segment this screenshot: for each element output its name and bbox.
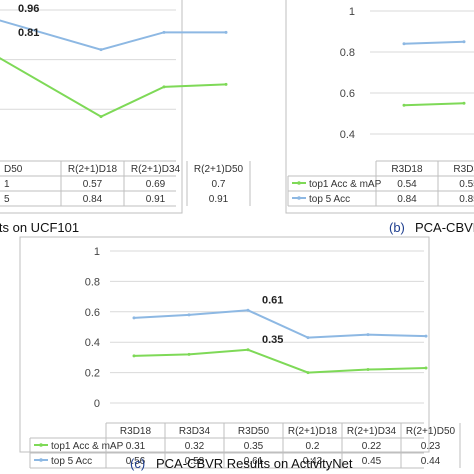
legend-label: top 5 Acc — [309, 194, 350, 205]
caption-text: PCA-CBVR — [415, 220, 474, 235]
data-point — [462, 101, 466, 105]
y-tick-label: 0.8 — [340, 47, 355, 59]
legend-label: top 5 Acc — [51, 456, 92, 467]
caption-label: (b) — [389, 220, 405, 235]
table-cell: 0.35 — [244, 441, 264, 452]
data-annotation: 0.35 — [262, 334, 283, 346]
data-point — [162, 30, 166, 34]
table-cell: 1 — [4, 179, 10, 190]
y-tick-label: 1 — [94, 246, 100, 258]
table-header-cell: R(2+1)D34 — [347, 426, 397, 437]
legend-marker — [297, 196, 301, 200]
table-cell: 0.54 — [397, 179, 417, 190]
data-point — [306, 336, 310, 340]
data-annotation: 0.81 — [18, 27, 39, 39]
legend-label: top1 Acc & mAP — [309, 179, 382, 190]
chart-panel-a: 0.96 0.81 D50 R(2+1)D18 R(2+1)D34 R(2+1)D50 1 0… — [0, 0, 251, 235]
y-tick-label: 0.4 — [85, 337, 100, 349]
y-tick-label: 0 — [94, 398, 100, 410]
table-header-cell: R(2+1)D50 — [194, 164, 244, 175]
table-cell: 0.91 — [209, 194, 229, 205]
table-cell: 0.85 — [459, 194, 474, 205]
caption-text: PCA-CBVR Results on ActivityNet — [156, 456, 353, 471]
table-header-cell: R3D18 — [120, 426, 152, 437]
table-header-cell: R(2+1)D18 — [288, 426, 338, 437]
table-cell: 0.31 — [126, 441, 146, 452]
series-line-1 — [133, 309, 427, 339]
series-line-0 — [0, 57, 227, 118]
y-tick-label: 1 — [349, 6, 355, 18]
data-point — [424, 334, 428, 338]
table-cell: 0.55 — [459, 179, 474, 190]
table-cell: 0.84 — [397, 194, 417, 205]
data-point — [99, 115, 103, 119]
table-cell: 0.7 — [212, 179, 226, 190]
data-point — [366, 333, 370, 337]
data-annotation: 0.96 — [18, 3, 39, 15]
data-point — [224, 30, 228, 34]
data-point — [187, 352, 191, 356]
y-tick-label: 0.2 — [85, 368, 100, 380]
series-line-0 — [133, 348, 427, 374]
table-cell: 0.43 — [303, 456, 323, 467]
chart-panel-b: 1 0.8 0.6 0.4 R3D18 R3D34 top1 Acc & mAP 0.54 0.… — [285, 0, 474, 235]
data-point — [162, 85, 166, 89]
data-point — [246, 348, 250, 352]
table-cell: 0.56 — [126, 456, 146, 467]
table-header-cell: R(2+1)D18 — [68, 164, 118, 175]
data-point — [424, 366, 428, 370]
legend-marker — [39, 443, 43, 447]
data-point — [132, 316, 136, 320]
data-point — [306, 371, 310, 375]
y-tick-label: 0.8 — [85, 276, 100, 288]
data-annotation: 0.61 — [262, 294, 283, 306]
table-header-cell: R3D34 — [179, 426, 211, 437]
data-point — [246, 308, 250, 312]
table-header-cell: R(2+1)D34 — [131, 164, 181, 175]
table-header-cell: D50 — [4, 164, 23, 175]
table-cell: 0.57 — [83, 179, 103, 190]
table-header-cell: R(2+1)D50 — [406, 426, 456, 437]
caption-label: (c) — [130, 456, 145, 471]
table-cell: 0.69 — [146, 179, 166, 190]
data-point — [366, 368, 370, 372]
data-point — [402, 42, 406, 46]
table-cell: 0.58 — [185, 456, 205, 467]
chart-frame — [285, 0, 474, 214]
data-point — [402, 103, 406, 107]
table-header-cell: R3D34 — [453, 164, 474, 175]
data-point — [187, 313, 191, 317]
chart-frame — [19, 236, 430, 453]
table-cell: 5 — [4, 194, 10, 205]
table-cell: 0.45 — [362, 456, 382, 467]
legend-marker — [297, 181, 301, 185]
series-line-1 — [0, 19, 226, 51]
data-point — [462, 40, 466, 44]
table-cell: 0.32 — [185, 441, 205, 452]
series-line-0 — [403, 102, 465, 107]
data-point — [132, 354, 136, 358]
table-cell: 0.44 — [421, 456, 441, 467]
legend-label: top1 Acc & mAP — [51, 441, 124, 452]
y-tick-label: 0.6 — [340, 88, 355, 100]
y-tick-label: 0.6 — [85, 307, 100, 319]
table-header-cell: R3D18 — [391, 164, 423, 175]
table-cell: 0.61 — [244, 456, 264, 467]
y-tick-label: 0.4 — [340, 129, 355, 141]
caption-text: lts on UCF101 — [0, 220, 79, 235]
chart-panel-c: 1 0.8 0.6 0.4 0.2 0 0.61 0.35 R3D18 R3D34 R3D50 R(2… — [19, 236, 461, 471]
data-point — [224, 82, 228, 86]
data-point — [99, 48, 103, 52]
table-cell: 0.22 — [362, 441, 382, 452]
table-cell: 0.84 — [83, 194, 103, 205]
table-cell: 0.91 — [146, 194, 166, 205]
table-cell: 0.23 — [421, 441, 441, 452]
series-line-1 — [403, 40, 465, 45]
legend-marker — [39, 458, 43, 462]
table-header-cell: R3D50 — [238, 426, 270, 437]
table-cell: 0.2 — [306, 441, 320, 452]
